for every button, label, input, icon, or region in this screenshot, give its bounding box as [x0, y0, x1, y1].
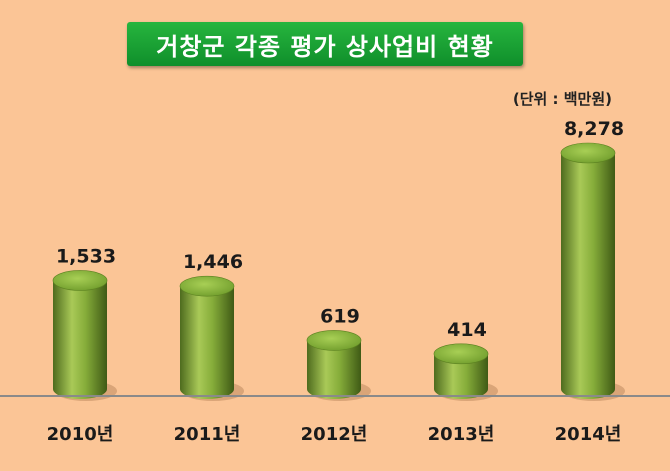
unit-label: (단위 : 백만원)	[512, 90, 612, 108]
bar-top	[306, 330, 362, 351]
data-label: 1,533	[56, 245, 116, 267]
bar-2012년	[306, 330, 371, 401]
bar-top	[560, 142, 616, 164]
bar-body	[307, 340, 361, 399]
x-tick-label: 2012년	[301, 424, 368, 445]
data-label: 414	[447, 319, 487, 341]
x-tick-label: 2014년	[555, 424, 622, 445]
bar-body	[434, 353, 488, 399]
bar-body	[180, 286, 234, 399]
bar-body	[561, 153, 615, 399]
x-tick-label: 2010년	[47, 424, 114, 445]
bar-2013년	[433, 343, 498, 401]
bar-top	[433, 343, 489, 365]
bar-2011년	[179, 275, 244, 401]
bar-top	[52, 270, 108, 291]
x-tick-label: 2011년	[174, 424, 241, 445]
bar-top	[179, 275, 235, 297]
x-tick-label: 2013년	[428, 424, 495, 445]
bar-body	[53, 280, 107, 399]
data-label: 8,278	[564, 118, 624, 140]
bar-2010년	[52, 270, 117, 401]
bar-2014년	[560, 142, 625, 401]
chart-title: 거창군 각종 평가 상사업비 현황	[127, 22, 523, 66]
data-label: 619	[320, 305, 360, 327]
data-label: 1,446	[183, 251, 243, 273]
